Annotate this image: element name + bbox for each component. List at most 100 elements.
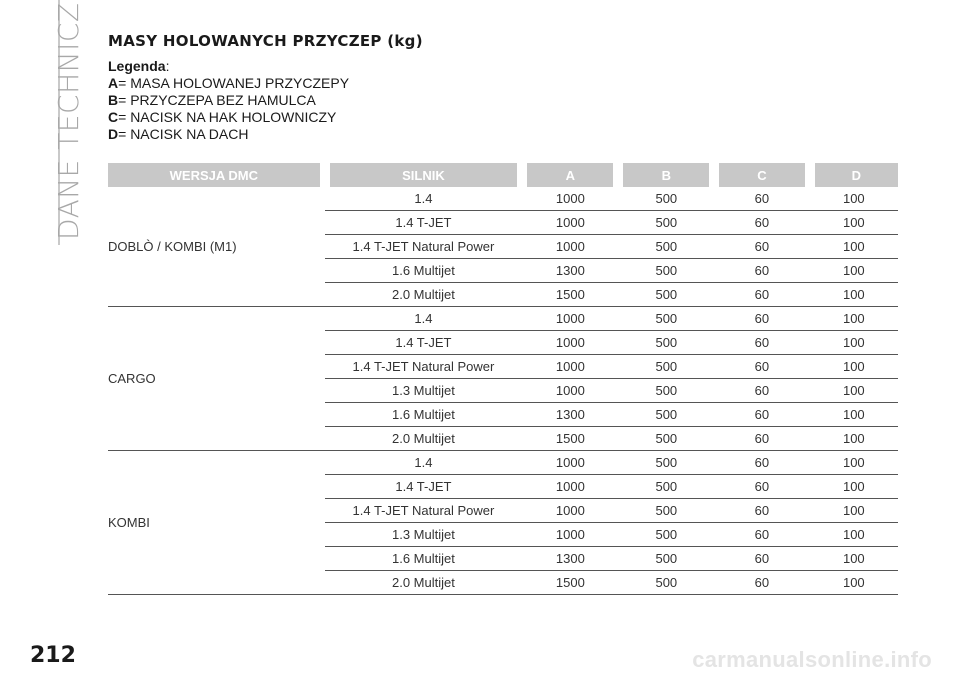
- table-row: 1.4 T-JET 1000 500 60 100: [108, 210, 898, 235]
- table-row: 1.6 Multijet 1300 500 60 100: [108, 258, 898, 283]
- value-cell: 1000: [522, 498, 619, 523]
- value-cell: 500: [618, 330, 715, 355]
- value-cell: 1000: [522, 210, 619, 235]
- value-cell: 1300: [522, 546, 619, 571]
- value-cell: 1000: [522, 306, 619, 331]
- value-cell: 1000: [522, 474, 619, 499]
- value-cell: 60: [714, 522, 810, 547]
- engine-cell: 1.4: [324, 450, 523, 475]
- table-row: CARGO 1.4 1000 500 60 100: [108, 306, 898, 451]
- value-cell: 500: [618, 522, 715, 547]
- engine-cell: 1.4 T-JET Natural Power: [324, 354, 523, 379]
- value-cell: 500: [618, 474, 715, 499]
- engine-cell: 2.0 Multijet: [324, 426, 523, 451]
- page-title: MASY HOLOWANYCH PRZYCZEP (kg): [108, 32, 423, 50]
- value-cell: 500: [618, 378, 715, 403]
- legend-text: = NACISK NA HAK HOLOWNICZY: [118, 109, 337, 125]
- value-cell: 1000: [522, 378, 619, 403]
- engine-cell: 1.4 T-JET Natural Power: [324, 498, 523, 523]
- value-cell: 100: [809, 282, 898, 307]
- column-header: B: [613, 163, 715, 187]
- legend-item: A= MASA HOLOWANEJ PRZYCZEPY: [108, 75, 898, 92]
- table-row: 2.0 Multijet 1500 500 60 100: [108, 282, 898, 307]
- value-cell: 100: [809, 210, 898, 235]
- table-row: DOBLÒ / KOMBI (M1) 1.4 1000 500 60 100: [108, 187, 898, 307]
- engine-cell: 1.4 T-JET: [324, 330, 523, 355]
- value-cell: 60: [714, 402, 810, 427]
- sidebar-rule: [58, 0, 60, 245]
- version-group-cell: CARGO: [108, 306, 325, 451]
- table-row: 1.3 Multijet 1000 500 60 100: [108, 378, 898, 403]
- value-cell: 60: [714, 378, 810, 403]
- value-cell: 1000: [522, 187, 619, 211]
- value-cell: 100: [809, 330, 898, 355]
- value-cell: 100: [809, 378, 898, 403]
- engine-cell: 1.3 Multijet: [324, 378, 523, 403]
- column-header: WERSJA DMC: [108, 163, 325, 187]
- value-cell: 500: [618, 234, 715, 259]
- value-cell: 1500: [522, 570, 619, 595]
- value-cell: 100: [809, 450, 898, 475]
- engine-cell: 1.6 Multijet: [324, 546, 523, 571]
- legend-key: B: [108, 92, 119, 108]
- value-cell: 1000: [522, 450, 619, 475]
- table-body: DOBLÒ / KOMBI (M1) 1.4 1000 500 60 100 1.4 T-J…: [108, 187, 898, 595]
- table-row: 1.4 T-JET Natural Power 1000 500 60 100: [108, 354, 898, 379]
- table-row: 2.0 Multijet 1500 500 60 100: [108, 570, 898, 595]
- value-cell: 60: [714, 234, 810, 259]
- value-cell: 100: [809, 354, 898, 379]
- value-cell: 500: [618, 187, 715, 211]
- legend-item: C= NACISK NA HAK HOLOWNICZY: [108, 109, 898, 126]
- value-cell: 60: [714, 258, 810, 283]
- section-title-vertical: DANE TECHNICZNE: [52, 0, 85, 240]
- engine-cell: 1.4: [324, 306, 523, 331]
- value-cell: 60: [714, 354, 810, 379]
- value-cell: 500: [618, 498, 715, 523]
- value-cell: 1300: [522, 402, 619, 427]
- table-row: 1.4 T-JET 1000 500 60 100: [108, 474, 898, 499]
- column-header: SILNIK: [319, 163, 523, 187]
- value-cell: 100: [809, 187, 898, 211]
- legend-key: A: [108, 75, 119, 91]
- legend-text: = MASA HOLOWANEJ PRZYCZEPY: [118, 75, 350, 91]
- engine-cell: 1.4: [324, 187, 523, 211]
- value-cell: 1300: [522, 258, 619, 283]
- value-cell: 500: [618, 426, 715, 451]
- engine-cell: 1.6 Multijet: [324, 402, 523, 427]
- version-group-cell: KOMBI: [108, 450, 325, 595]
- value-cell: 100: [809, 402, 898, 427]
- watermark: carmanualsonline.info: [692, 647, 932, 672]
- value-cell: 60: [714, 546, 810, 571]
- value-cell: 500: [618, 450, 715, 475]
- value-cell: 100: [809, 570, 898, 595]
- value-cell: 100: [809, 258, 898, 283]
- engine-cell: 1.4 T-JET: [324, 210, 523, 235]
- table-header-row: WERSJA DMC SILNIK A B C D: [108, 163, 898, 187]
- engine-cell: 2.0 Multijet: [324, 570, 523, 595]
- version-group-cell: DOBLÒ / KOMBI (M1): [108, 187, 325, 307]
- value-cell: 100: [809, 522, 898, 547]
- legend-label: Legenda: [108, 58, 166, 74]
- table-row: KOMBI 1.4 1000 500 60 100: [108, 450, 898, 595]
- table-row: 1.4 T-JET Natural Power 1000 500 60 100: [108, 234, 898, 259]
- value-cell: 1000: [522, 234, 619, 259]
- value-cell: 500: [618, 282, 715, 307]
- table-row: 1.4 T-JET 1000 500 60 100: [108, 330, 898, 355]
- document-content: MASY HOLOWANYCH PRZYCZEP (kg) Legenda: A…: [108, 32, 898, 143]
- value-cell: 100: [809, 546, 898, 571]
- value-cell: 100: [809, 426, 898, 451]
- table-row: 1.6 Multijet 1300 500 60 100: [108, 402, 898, 427]
- value-cell: 1000: [522, 522, 619, 547]
- legend-text: = NACISK NA DACH: [118, 126, 249, 142]
- table-row: 1.4 T-JET Natural Power 1000 500 60 100: [108, 498, 898, 523]
- value-cell: 1500: [522, 426, 619, 451]
- value-cell: 100: [809, 306, 898, 331]
- legend-item: D= NACISK NA DACH: [108, 126, 898, 143]
- value-cell: 100: [809, 474, 898, 499]
- table-row: 1.6 Multijet 1300 500 60 100: [108, 546, 898, 571]
- value-cell: 100: [809, 234, 898, 259]
- legend-item: B= PRZYCZEPA BEZ HAMULCA: [108, 92, 898, 109]
- legend-key: C: [108, 109, 119, 125]
- value-cell: 60: [714, 306, 810, 331]
- value-cell: 1000: [522, 330, 619, 355]
